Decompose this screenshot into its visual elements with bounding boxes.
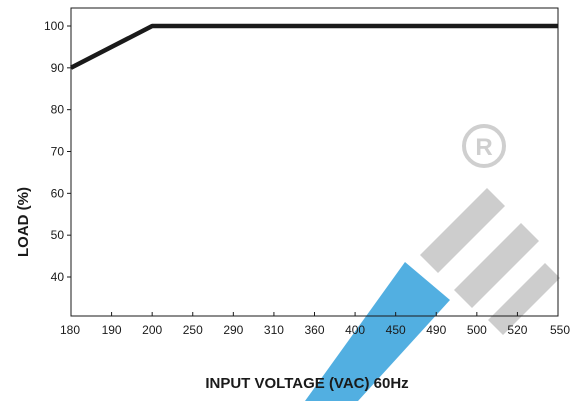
x-tick-label: 550 (550, 323, 570, 337)
x-tick-label: 450 (386, 323, 406, 337)
y-tick-label: 50 (51, 228, 65, 242)
y-tick-label: 100 (44, 19, 64, 33)
watermark-gray-bar-2 (454, 223, 539, 308)
x-tick-label: 520 (507, 323, 527, 337)
watermark-gray-bar-1 (420, 188, 505, 273)
x-tick-label: 500 (467, 323, 487, 337)
y-tick-label: 80 (51, 103, 65, 117)
x-tick-label: 290 (223, 323, 243, 337)
series-layer (69, 23, 558, 70)
x-tick-label: 360 (304, 323, 324, 337)
x-tick-label: 190 (102, 323, 122, 337)
y-tick-label: 60 (51, 186, 65, 200)
y-tick-label: 90 (51, 61, 65, 75)
x-axis-title: INPUT VOLTAGE (VAC) 60Hz (205, 375, 408, 392)
y-axis: 40 50 60 70 80 90 100 (44, 19, 71, 284)
x-tick-label: 250 (183, 323, 203, 337)
x-tick-label: 310 (264, 323, 284, 337)
watermark-blue-stroke (305, 262, 450, 401)
watermark-logo: R (305, 124, 560, 401)
registered-mark-r: R (475, 134, 492, 161)
x-tick-label: 180 (60, 323, 80, 337)
registered-mark-circle (462, 124, 506, 168)
x-axis: 180 190 200 250 290 310 360 400 450 490 500 520 550 (60, 312, 570, 337)
x-tick-label: 400 (345, 323, 365, 337)
y-tick-label: 40 (51, 270, 65, 284)
x-tick-label: 490 (426, 323, 446, 337)
x-tick-label: 200 (142, 323, 162, 337)
watermark-gray-bar-3 (488, 263, 560, 335)
y-axis-title: LOAD (%) (15, 187, 32, 257)
load-derating-line (69, 23, 558, 70)
y-tick-label: 70 (51, 145, 65, 159)
